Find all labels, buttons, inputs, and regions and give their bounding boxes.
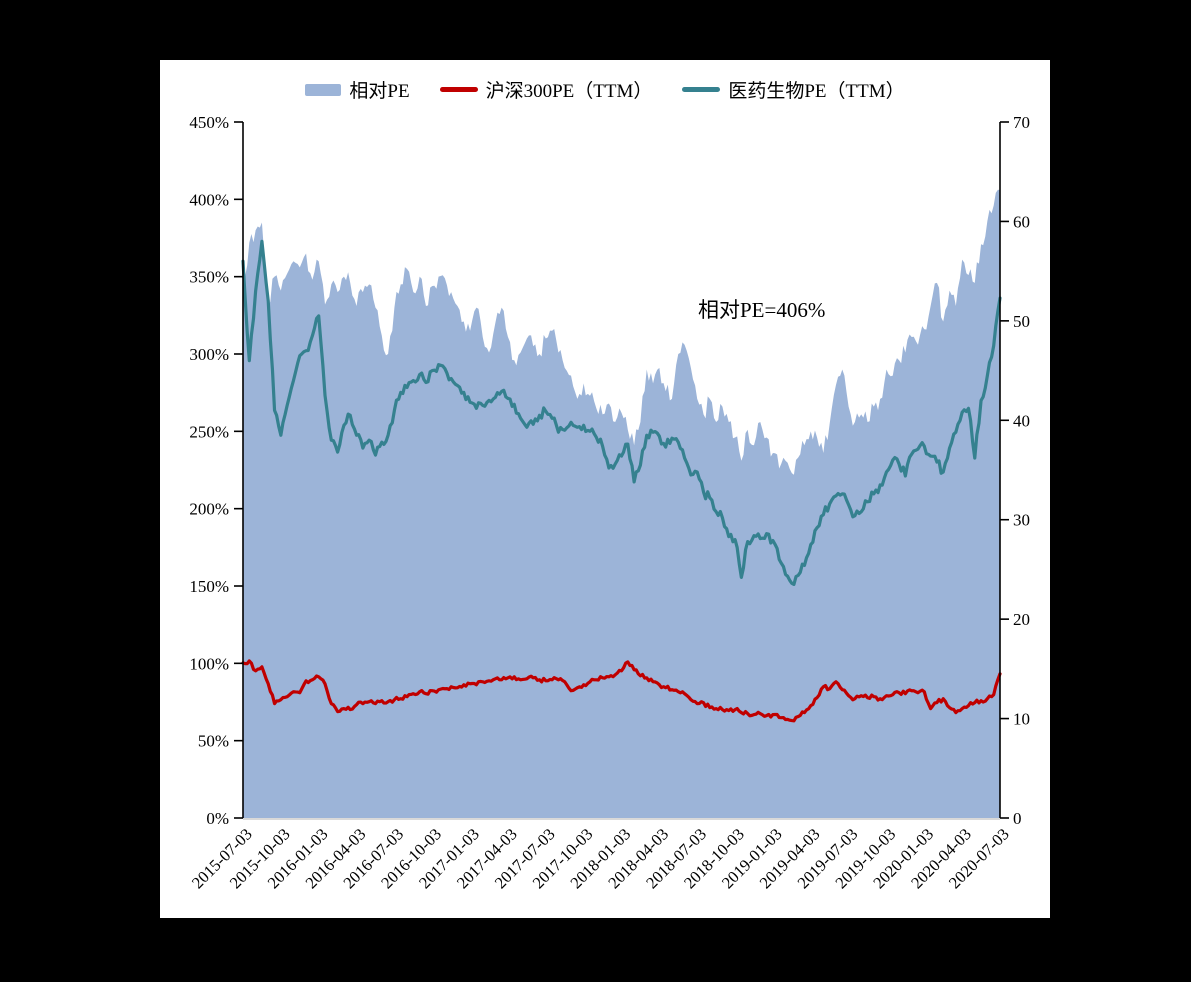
y-axis-left-label: 150% <box>189 577 229 596</box>
legend: 相对PE 沪深300PE（TTM） 医药生物PE（TTM） <box>160 76 1050 103</box>
y-axis-left-label: 250% <box>189 422 229 441</box>
legend-label: 医药生物PE（TTM） <box>728 81 905 102</box>
y-axis-left-label: 300% <box>189 345 229 364</box>
legend-item-csi300: 沪深300PE（TTM） <box>439 76 653 103</box>
y-axis-right-label: 10 <box>1013 710 1030 729</box>
y-axis-left-label: 350% <box>189 268 229 287</box>
area-swatch-icon <box>305 83 342 96</box>
legend-item-relative-pe: 相对PE <box>305 76 410 103</box>
series-line-pharma <box>241 239 1002 586</box>
series-area-relative-pe <box>243 189 1000 818</box>
chart-panel: 相对PE 沪深300PE（TTM） 医药生物PE（TTM） 0% 50% 100% 1… <box>160 60 1050 918</box>
y-axis-left-label: 200% <box>189 500 229 519</box>
y-axis-left-label: 0% <box>206 809 229 828</box>
legend-label: 相对PE <box>349 81 410 102</box>
y-axis-right-label: 20 <box>1013 610 1030 629</box>
annotation-relative-pe: 相对PE=406% <box>698 298 826 322</box>
y-axis-left-label: 50% <box>198 732 229 751</box>
y-axis-right-label: 40 <box>1013 411 1030 430</box>
series-line-csi300 <box>241 659 1002 723</box>
chart-svg: 0% 50% 100% 150% 200% 250% 300% 350% 400% 450% 0 10… <box>188 113 1030 892</box>
y-axis-left-label: 450% <box>189 113 229 132</box>
line-swatch-icon <box>682 87 721 92</box>
y-axis-left-label: 400% <box>189 190 229 209</box>
y-axis-right-label: 30 <box>1013 511 1030 530</box>
y-axis-right-label: 50 <box>1013 312 1030 331</box>
y-axis-right-label: 60 <box>1013 212 1030 231</box>
line-swatch-icon <box>439 87 478 92</box>
legend-label: 沪深300PE（TTM） <box>485 81 653 102</box>
y-axis-right-label: 0 <box>1013 809 1022 828</box>
legend-item-pharma: 医药生物PE（TTM） <box>682 76 905 103</box>
y-axis-left-label: 100% <box>189 654 229 673</box>
y-axis-right-label: 70 <box>1013 113 1030 132</box>
